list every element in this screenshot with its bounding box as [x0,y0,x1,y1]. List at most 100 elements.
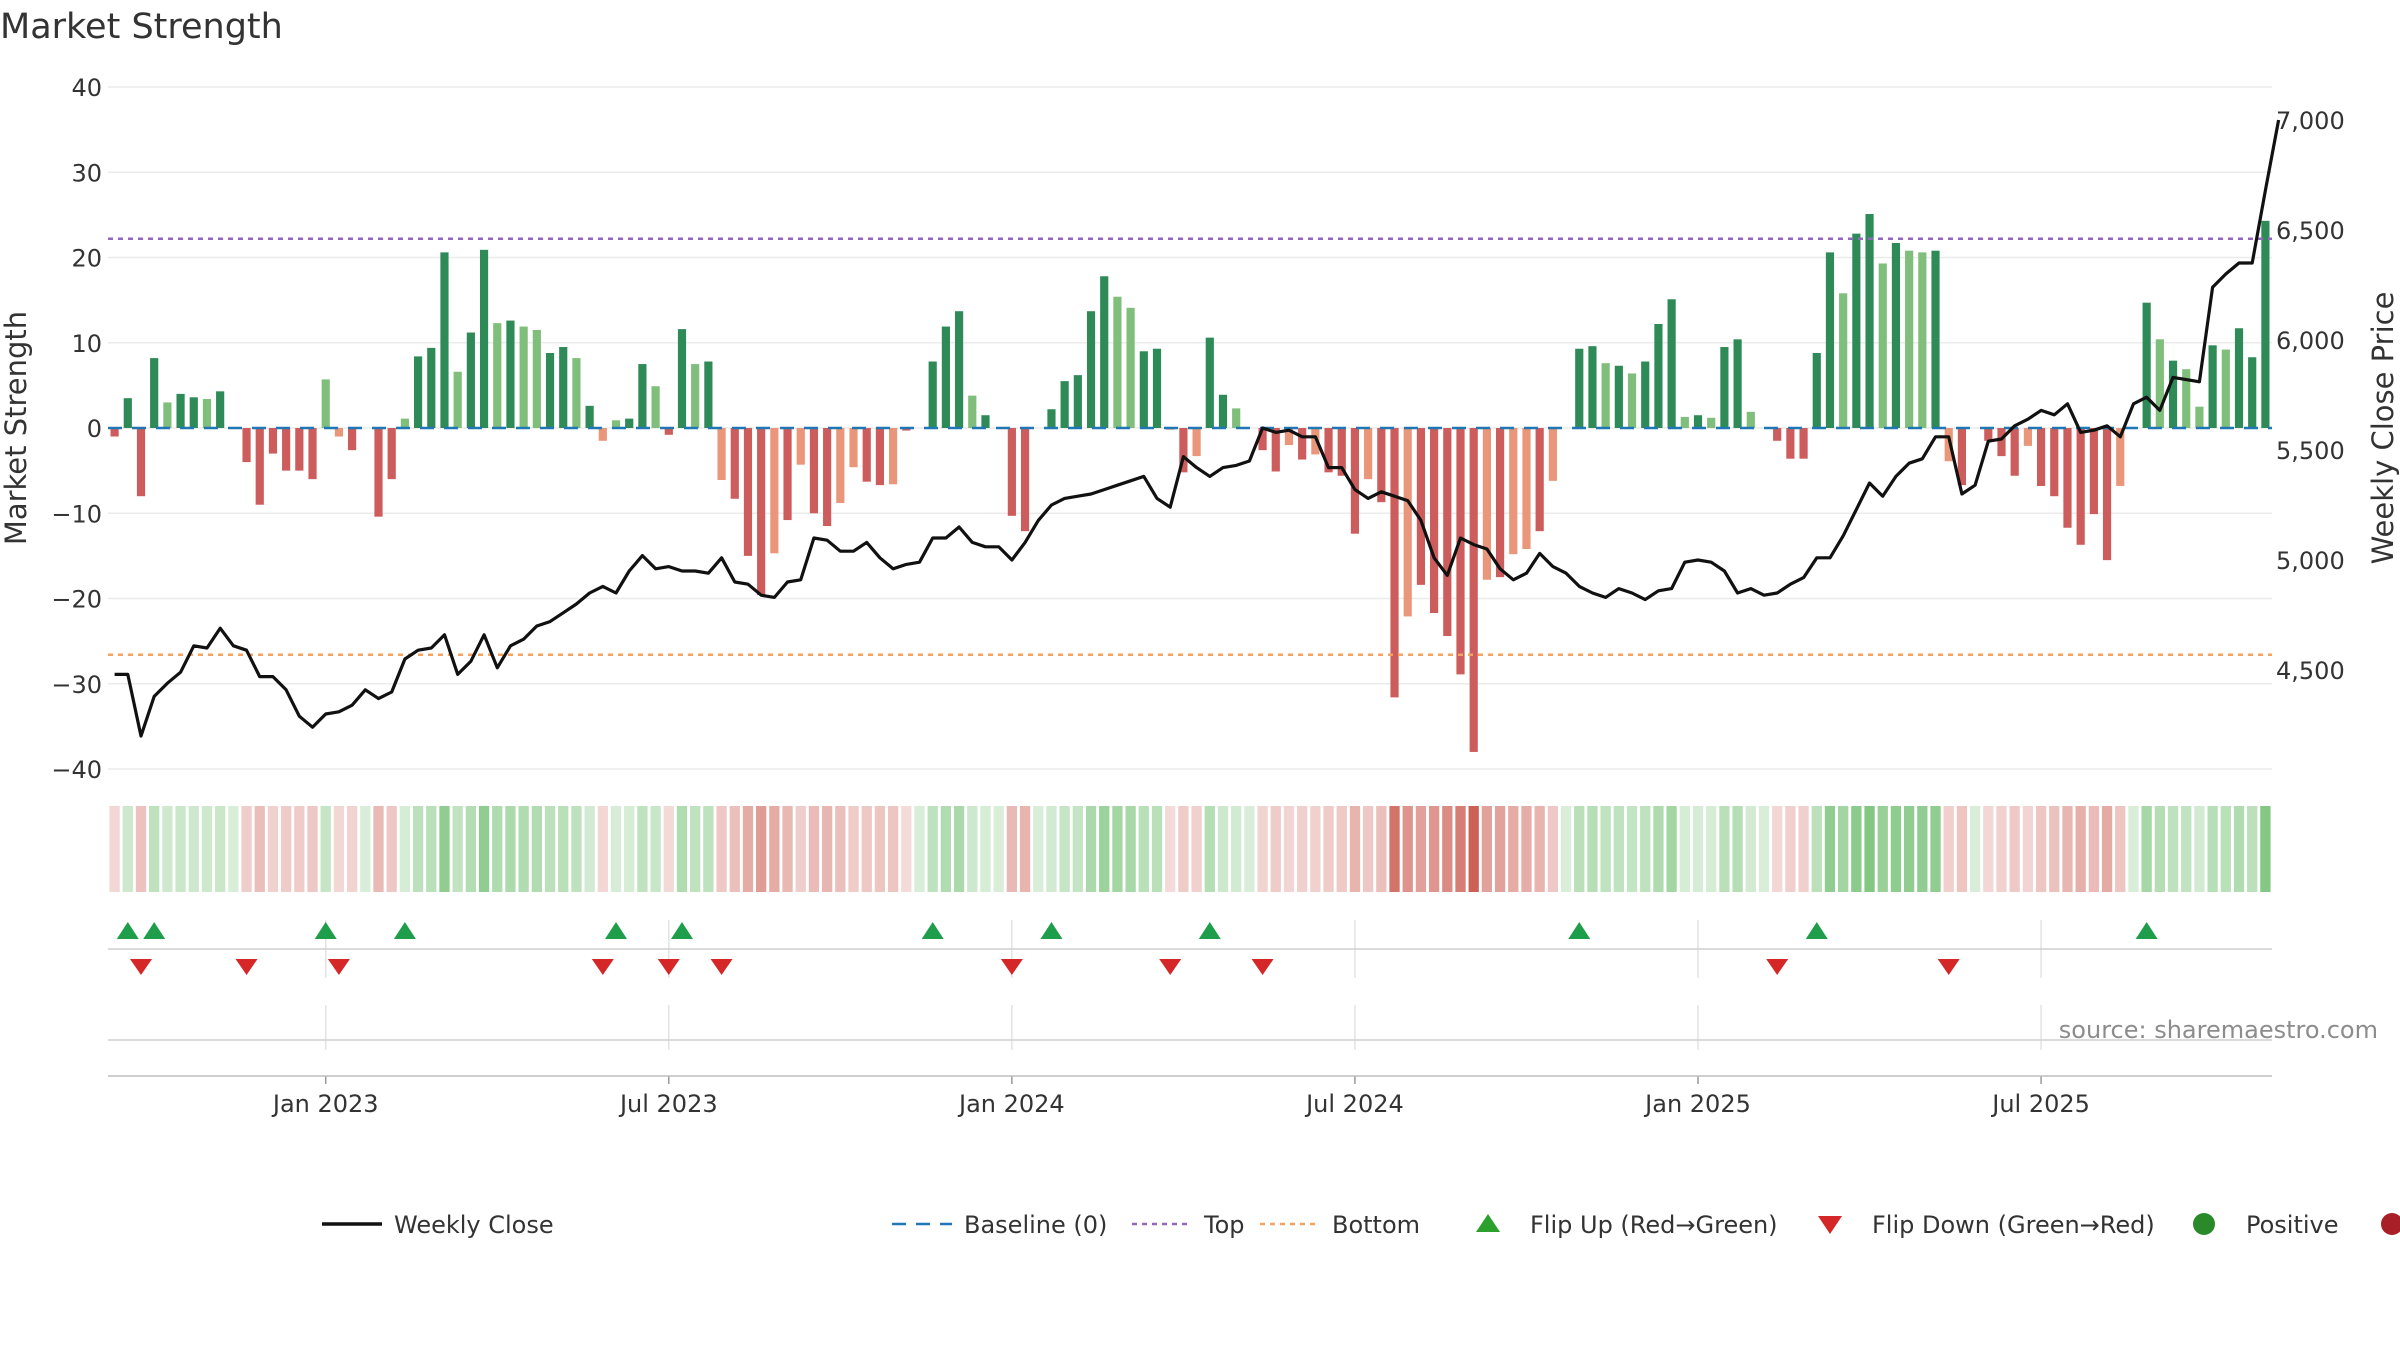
strength-bar [2208,345,2217,428]
strength-bar [387,428,396,480]
flip-up-marker [314,922,337,939]
strength-bar [189,397,198,428]
negative-dot-icon [2381,1213,2400,1235]
heat-cell [1969,806,1981,892]
heat-cell [1270,806,1281,892]
strength-bar [730,428,739,499]
y-left-tick-label: −10 [51,500,102,528]
heat-cell [175,806,186,892]
heat-cell [162,806,173,892]
heat-cell [1996,806,2007,892]
y-left-tick-label: 0 [87,415,102,443]
legend-item-negative: Negative [2381,1213,2400,1235]
y-axis-left-title: Market Strength [0,311,33,545]
heat-cell [426,806,437,892]
heat-cell [439,806,450,892]
strength-bar [427,347,436,428]
strength-bar [598,428,607,441]
strength-bar [1588,346,1597,428]
strength-bar [1601,363,1610,428]
close-line-layer [114,119,2281,738]
heat-cell [241,806,252,892]
strength-bar [862,428,871,482]
flip-up-marker [605,922,628,939]
heat-cell [2022,806,2034,892]
x-tick-label: Jul 2024 [1304,1090,1404,1118]
strength-bar [1641,361,1650,428]
y-right-tick-label: 6,000 [2276,327,2345,355]
heat-cell [2088,806,2100,892]
heat-cell [1376,806,1387,892]
heat-cell [360,806,371,892]
strength-bar [1654,323,1663,428]
strength-bar [308,428,317,480]
flip-down-icon [1818,1216,1842,1234]
strength-bar [2116,428,2125,486]
strength-bar [1878,263,1887,428]
strength-bar [572,358,581,428]
strength-bar [255,428,264,505]
strength-bar [2010,428,2019,476]
heat-cell [1679,806,1690,892]
strength-bar [2195,406,2204,428]
heat-cell [465,806,477,892]
heat-cell [1244,806,1255,892]
strength-bar [2182,369,2191,428]
strength-bar [1073,375,1082,428]
strength-bar [1179,428,1188,473]
heat-cell [1191,806,1202,892]
heat-cell [795,806,806,892]
source-credit: source: sharemaestro.com [2059,1016,2378,1044]
strength-bar [2261,220,2270,428]
heat-cell [1310,806,1321,892]
strength-bar [1693,415,1703,428]
flip-down-marker [710,959,733,975]
strength-bar [809,428,819,514]
strength-bar [2050,428,2059,497]
heat-cell [769,806,780,892]
strength-bar [954,311,964,428]
flip-markers [116,922,2158,975]
heat-cell [1362,806,1374,892]
strength-bar [849,428,858,468]
strength-bar [968,395,977,428]
heat-cell [861,806,872,892]
strength-bar [1482,428,1491,580]
heat-cell [1059,806,1070,892]
strength-bar [400,418,409,428]
y-left-tick-label: 10 [71,330,102,358]
strength-bar [1495,428,1505,578]
strength-bar [268,428,278,454]
heat-cell [1560,806,1572,892]
strength-bar [677,329,687,428]
strength-bar [295,428,304,471]
heat-cell [1877,806,1888,892]
heat-cell [663,806,674,892]
heat-cell [1785,806,1796,892]
y-right-tick-label: 7,000 [2276,107,2345,135]
heat-cell [122,806,133,892]
flip-down-marker [1251,959,1274,975]
legend-label: Bottom [1332,1211,1420,1239]
heat-cell [2207,806,2218,892]
heat-cell [2260,806,2271,892]
strength-bar [1403,428,1412,617]
heat-cell [2233,806,2245,892]
heat-cell [135,806,147,892]
heat-cell [1666,806,1677,892]
strength-bar [1258,428,1267,451]
strength-bar [1020,428,1030,532]
x-tick-label: Jul 2023 [618,1090,718,1118]
heat-cell [729,806,740,892]
strength-bar [743,428,753,556]
axes: 40 30 20 10 0 −10 −20 −30 −40 7,000 6,500 6,000 5,50… [51,74,2344,1118]
strength-bar [664,428,673,435]
heat-cell [254,806,265,892]
heat-cell [2049,806,2060,892]
flip-up-marker [116,922,139,939]
strength-bar [413,356,423,428]
heat-cell [149,806,160,892]
heat-cell [1006,806,1018,892]
heat-cell [742,806,754,892]
strength-bar [1575,348,1584,428]
